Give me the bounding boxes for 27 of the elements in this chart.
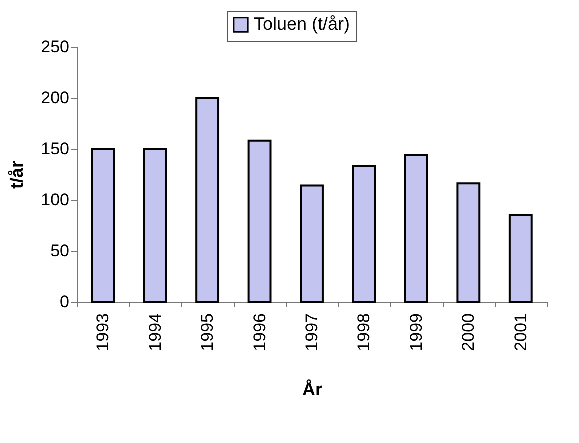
y-tick-label: 50	[50, 242, 70, 260]
bar	[248, 140, 272, 303]
bar	[91, 148, 116, 303]
legend-label: Toluen (t/år)	[254, 14, 350, 34]
bar	[196, 97, 220, 303]
x-tick-label: 1996	[250, 314, 270, 352]
bar	[456, 182, 481, 303]
bar	[352, 165, 376, 303]
y-tick-label: 100	[41, 190, 70, 210]
x-tick-label: 2000	[459, 314, 478, 352]
x-tick-label: 2001	[511, 314, 530, 352]
x-tick-label: 1998	[354, 314, 374, 352]
bar	[143, 148, 168, 303]
y-tick-label: 250	[41, 38, 70, 56]
x-tick-label: 1994	[146, 314, 165, 352]
y-tick-label: 150	[41, 140, 70, 158]
bar	[300, 184, 324, 303]
x-tick-label: 1993	[94, 314, 113, 352]
y-tick-label: 200	[41, 88, 70, 108]
y-axis-title: t/år	[7, 160, 28, 190]
bar	[508, 214, 533, 303]
x-tick-label: 1995	[198, 314, 218, 352]
x-tick-label: 1997	[302, 314, 322, 352]
x-tick-label: 1999	[406, 314, 426, 352]
bar	[404, 154, 428, 303]
x-axis-title: År	[302, 379, 323, 400]
y-tick-label: 0	[60, 292, 70, 312]
